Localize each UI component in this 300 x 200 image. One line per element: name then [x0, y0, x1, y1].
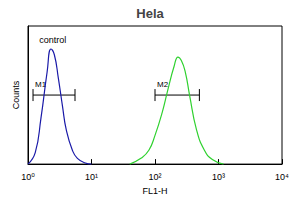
- svg-text:10²: 10²: [148, 172, 161, 182]
- svg-text:10¹: 10¹: [85, 172, 98, 182]
- svg-text:Hela: Hela: [136, 6, 164, 21]
- svg-text:M2: M2: [157, 80, 169, 89]
- svg-text:10⁴: 10⁴: [275, 172, 289, 182]
- svg-text:10³: 10³: [212, 172, 225, 182]
- svg-text:10⁰: 10⁰: [21, 172, 35, 182]
- svg-text:FL1-H: FL1-H: [142, 186, 167, 196]
- svg-text:M1: M1: [35, 79, 47, 89]
- svg-text:Counts: Counts: [11, 80, 21, 109]
- svg-text:control: control: [39, 35, 66, 45]
